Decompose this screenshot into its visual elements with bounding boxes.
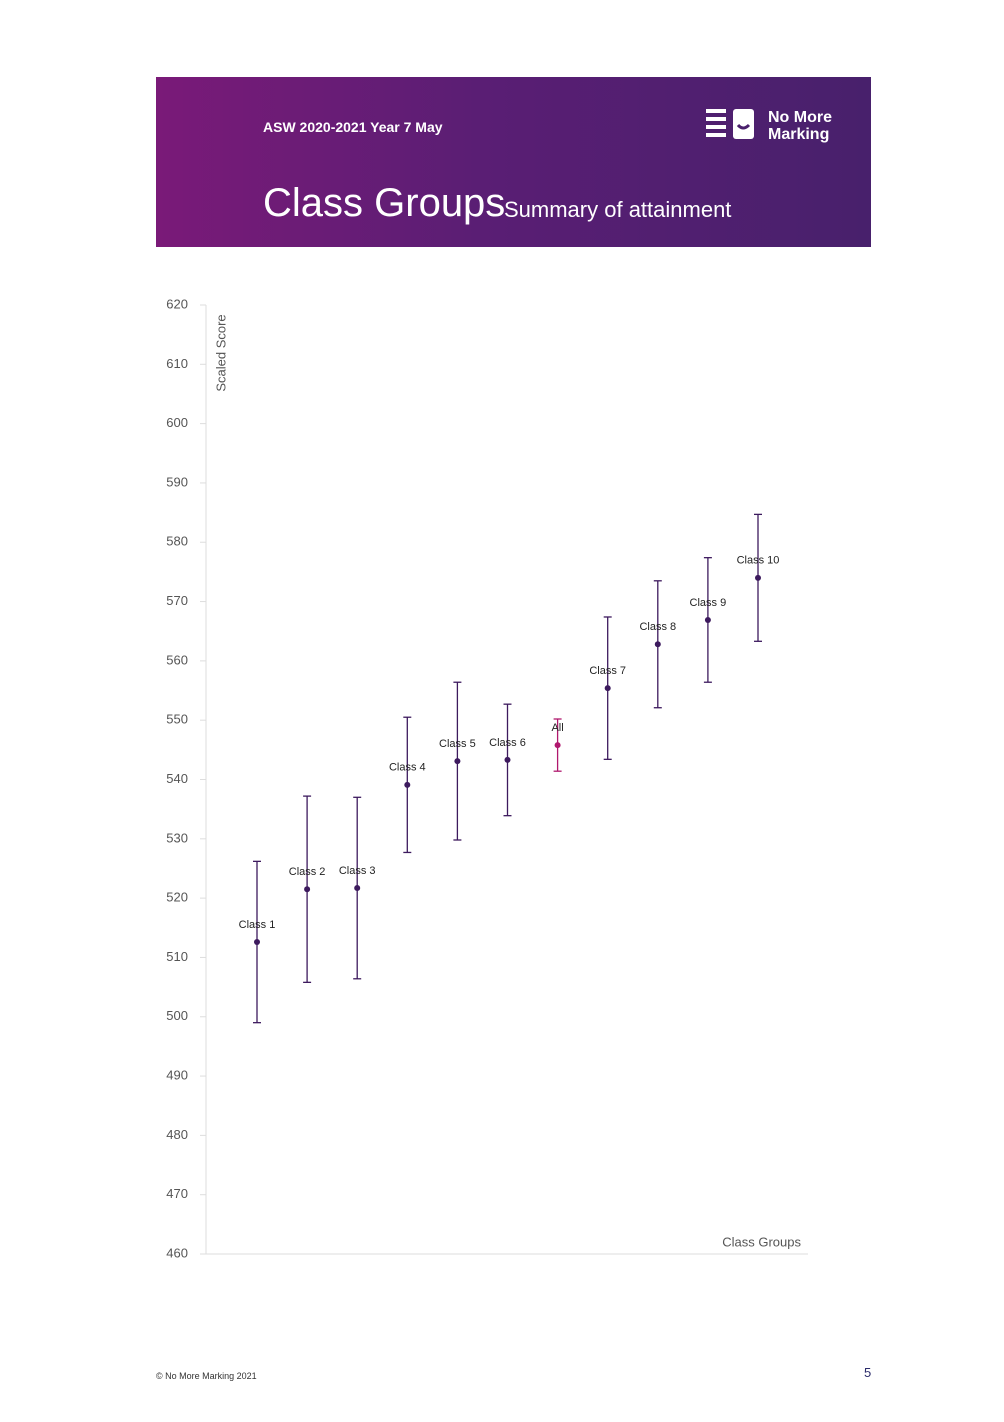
y-tick-label: 590 bbox=[166, 474, 188, 489]
y-tick-label: 620 bbox=[166, 296, 188, 311]
point-label: Class 2 bbox=[289, 866, 326, 878]
point bbox=[354, 885, 361, 892]
point-label: Class 9 bbox=[690, 597, 727, 609]
point bbox=[504, 756, 511, 763]
point-label: Class 4 bbox=[389, 762, 426, 774]
logo-icon bbox=[706, 109, 754, 139]
y-tick-label: 580 bbox=[166, 534, 188, 549]
point bbox=[604, 685, 611, 692]
point bbox=[404, 781, 411, 788]
point-label: Class 3 bbox=[339, 865, 376, 877]
y-tick-label: 460 bbox=[166, 1245, 188, 1260]
page-subtitle: Summary of attainment bbox=[504, 197, 732, 222]
x-axis-label: Class Groups bbox=[722, 1234, 801, 1249]
y-tick-label: 490 bbox=[166, 1068, 188, 1083]
y-axis-label: Scaled Score bbox=[213, 314, 228, 391]
header-banner: ASW 2020-2021 Year 7 May Class Groups Su… bbox=[156, 77, 871, 247]
point-label: Class 7 bbox=[589, 665, 626, 677]
y-tick-label: 600 bbox=[166, 415, 188, 430]
point-label: Class 1 bbox=[239, 919, 276, 931]
y-tick-label: 530 bbox=[166, 830, 188, 845]
point bbox=[654, 641, 661, 648]
point-label: Class 8 bbox=[639, 621, 676, 633]
y-tick-label: 610 bbox=[166, 356, 188, 371]
y-tick-label: 570 bbox=[166, 593, 188, 608]
point-label: Class 5 bbox=[439, 738, 476, 750]
y-tick-label: 510 bbox=[166, 949, 188, 964]
y-tick-label: 470 bbox=[166, 1186, 188, 1201]
point-label: Class 10 bbox=[737, 555, 780, 567]
point bbox=[454, 758, 461, 765]
point-label: All bbox=[551, 722, 563, 734]
y-tick-label: 520 bbox=[166, 890, 188, 905]
y-tick-label: 560 bbox=[166, 652, 188, 667]
footer-copyright: © No More Marking 2021 bbox=[156, 1371, 257, 1381]
logo-text: No More Marking bbox=[768, 109, 832, 143]
point bbox=[554, 742, 561, 749]
point bbox=[755, 574, 761, 581]
logo-line: No More bbox=[768, 109, 832, 126]
y-tick-label: 480 bbox=[166, 1127, 188, 1142]
page-number: 5 bbox=[864, 1365, 872, 1380]
point-label: Class 6 bbox=[489, 737, 526, 749]
report-subtitle: ASW 2020-2021 Year 7 May bbox=[263, 119, 443, 135]
y-tick-label: 550 bbox=[166, 712, 188, 727]
logo-line: Marking bbox=[768, 126, 830, 143]
point bbox=[704, 616, 711, 623]
y-tick-label: 540 bbox=[166, 771, 188, 786]
y-tick-label: 500 bbox=[166, 1008, 188, 1023]
page-title: Class Groups bbox=[263, 181, 506, 225]
point bbox=[254, 939, 260, 946]
point bbox=[304, 886, 311, 893]
